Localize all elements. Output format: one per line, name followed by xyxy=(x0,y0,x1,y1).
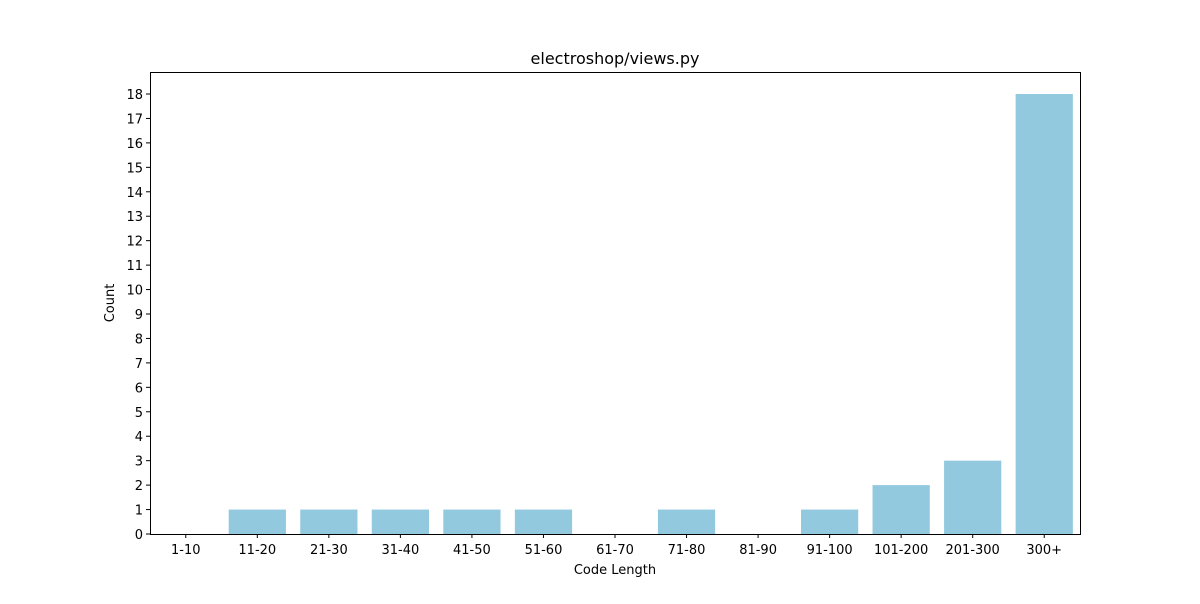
y-tick-label: 5 xyxy=(135,406,143,421)
x-tick-label: 201-300 xyxy=(946,543,1000,558)
bar-71-80 xyxy=(657,509,716,534)
x-tick-label: 41-50 xyxy=(453,543,491,558)
y-tick-label: 8 xyxy=(135,332,143,347)
x-axis-label: Code Length xyxy=(574,563,656,578)
x-axis: 1-10 11-20 21-30 31-40 41-50 51-60 61-70 71-80 8… xyxy=(171,534,1062,558)
x-tick-label: 31-40 xyxy=(381,543,419,558)
bar-201-300 xyxy=(944,460,1002,534)
x-tick-label: 11-20 xyxy=(238,543,276,558)
bar-51-60 xyxy=(514,509,573,534)
x-tick-label: 1-10 xyxy=(171,543,201,558)
y-tick-label: 11 xyxy=(126,259,143,274)
x-tick-label: 21-30 xyxy=(310,543,348,558)
y-tick-label: 0 xyxy=(135,528,143,543)
bar-31-40 xyxy=(371,509,429,534)
y-axis-label: Count xyxy=(103,284,118,323)
x-tick-label: 81-90 xyxy=(739,543,777,558)
y-tick-label: 1 xyxy=(135,504,143,519)
x-tick-label: 101-200 xyxy=(874,543,928,558)
y-tick-label: 13 xyxy=(126,210,143,225)
y-tick-label: 16 xyxy=(126,137,143,152)
y-tick-label: 2 xyxy=(135,479,143,494)
bar-300+ xyxy=(1015,94,1073,534)
bar-91-100 xyxy=(801,509,859,534)
y-tick-label: 10 xyxy=(126,284,143,299)
y-tick-label: 4 xyxy=(135,430,143,445)
plot-frame xyxy=(150,72,1081,535)
x-tick-label: 51-60 xyxy=(525,543,563,558)
y-tick-label: 15 xyxy=(126,161,143,176)
y-tick-label: 14 xyxy=(126,186,143,201)
x-tick-label: 300+ xyxy=(1026,543,1062,558)
y-tick-label: 9 xyxy=(135,308,143,323)
bar-101-200 xyxy=(872,485,930,534)
x-tick-label: 71-80 xyxy=(668,543,706,558)
x-tick-label: 61-70 xyxy=(596,543,634,558)
bars-layer xyxy=(228,94,1073,534)
y-tick-label: 7 xyxy=(135,357,143,372)
y-tick-label: 12 xyxy=(126,235,143,250)
x-tick-label: 91-100 xyxy=(807,543,853,558)
y-tick-label: 17 xyxy=(126,112,143,127)
bar-11-20 xyxy=(228,509,286,534)
y-tick-label: 6 xyxy=(135,381,143,396)
y-tick-label: 18 xyxy=(126,88,143,103)
chart-title: electroshop/views.py xyxy=(531,49,700,68)
y-tick-label: 3 xyxy=(135,455,143,470)
bar-21-30 xyxy=(300,509,358,534)
bar-41-50 xyxy=(443,509,501,534)
